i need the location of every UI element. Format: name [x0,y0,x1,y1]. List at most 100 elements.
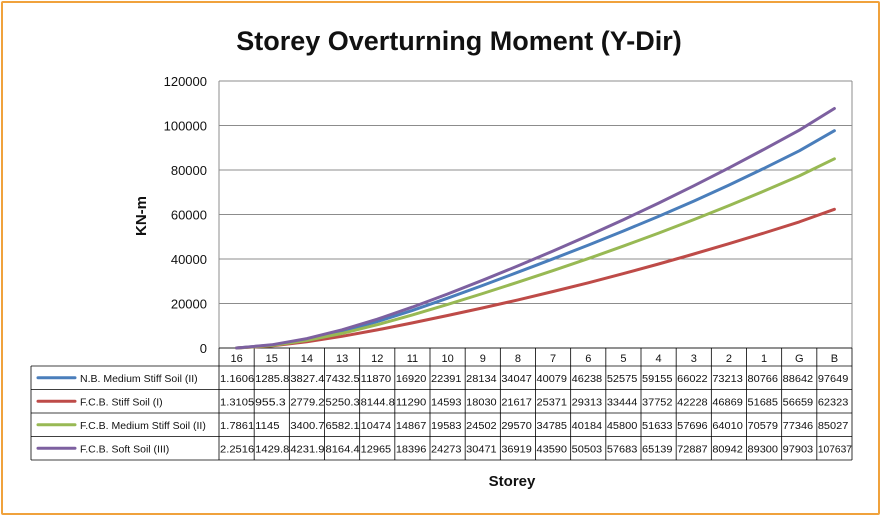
data-label: 3827.4 [290,374,325,385]
data-label: 30471 [466,444,497,455]
x-axis-title: Storey [489,473,536,490]
data-label: 5250.3 [326,397,361,408]
data-label: 8164.4 [326,444,361,455]
data-label: 29313 [572,397,603,408]
x-category-label: 12 [371,353,383,365]
data-label: 72887 [677,444,708,455]
data-label: 18030 [466,397,497,408]
data-label: 65139 [642,444,673,455]
series-line [235,107,836,350]
data-label: 6582.1 [326,421,361,432]
y-tick-label: 120000 [164,74,207,89]
x-category-label: 9 [480,353,486,365]
x-category-label: 4 [656,353,662,365]
legend-label: F.C.B. Soft Soil (III) [80,443,169,455]
data-label: 88642 [783,374,814,385]
chart-title: Storey Overturning Moment (Y-Dir) [236,26,682,56]
data-label: 3400.7 [290,421,325,432]
x-category-label: 7 [550,353,556,365]
data-label: 42228 [677,397,708,408]
data-label: 80942 [712,444,743,455]
data-label: 10474 [361,421,392,432]
data-label: 43590 [537,444,568,455]
y-tick-label: 60000 [171,208,207,223]
data-label: 80766 [748,374,779,385]
legend-label: F.C.B. Medium Stiff Soil (II) [80,420,206,432]
data-label: 73213 [712,374,743,385]
data-label: 14867 [396,421,427,432]
data-label: 85027 [818,421,849,432]
data-label: 59155 [642,374,673,385]
x-category-label: 3 [691,353,697,365]
data-label: 34785 [537,421,568,432]
data-label: 2779.2 [290,397,325,408]
y-tick-label: 40000 [171,252,207,267]
x-category-label: 13 [336,353,348,365]
data-label: 77346 [783,421,814,432]
x-category-label: 1 [761,353,767,365]
data-label: 40079 [537,374,568,385]
data-label: 45800 [607,421,638,432]
data-label: 70579 [748,421,779,432]
series-lines [235,107,836,350]
data-label: 28134 [466,374,497,385]
series-line [235,157,836,350]
data-label: 46238 [572,374,603,385]
data-label: 56659 [783,397,814,408]
data-label: 22391 [431,374,462,385]
x-category-label: 6 [585,353,591,365]
data-label: 36919 [501,444,532,455]
data-label: 4231.9 [290,444,325,455]
data-label: 97903 [783,444,814,455]
data-label: 16920 [396,374,427,385]
data-label: 62323 [818,397,849,408]
x-category-label: B [831,353,838,365]
series-line [235,129,836,350]
data-label: 7432.5 [326,374,361,385]
data-label: 955.3 [255,397,286,408]
y-tick-labels: 0 20000 40000 60000 80000 100000 120000 [164,74,207,356]
data-label: 97649 [818,374,849,385]
x-category-label: 14 [301,353,313,365]
x-category-label: 5 [620,353,626,365]
data-label: 19583 [431,421,462,432]
y-tick-label: 80000 [171,163,207,178]
data-label: 11290 [396,397,427,408]
legend-label: F.C.B. Stiff Soil (I) [80,396,163,408]
gridlines [218,80,853,349]
x-category-label: 10 [441,353,453,365]
data-label: 46869 [712,397,743,408]
x-category-label: 15 [266,353,278,365]
data-label: 57683 [607,444,638,455]
y-tick-label: 0 [200,341,207,356]
data-label: 1285.8 [255,374,290,385]
y-axis-title: KN-m [133,196,150,236]
x-category-label: 8 [515,353,521,365]
data-label: 52575 [607,374,638,385]
data-label: 21617 [501,397,532,408]
data-label: 8144.8 [361,397,396,408]
data-label: 18396 [396,444,427,455]
data-label: 50503 [572,444,603,455]
data-label: 24502 [466,421,497,432]
data-label: 11870 [361,374,392,385]
data-label: 66022 [677,374,708,385]
y-tick-label: 100000 [164,119,207,134]
data-label: 89300 [748,444,779,455]
data-label: 14593 [431,397,462,408]
data-label: 40184 [572,421,603,432]
x-category-label: 16 [230,353,242,365]
data-label: 1.3105 [220,397,255,408]
x-category-label: G [795,353,804,365]
series-line [235,207,836,350]
legend-label: N.B. Medium Stiff Soil (II) [80,373,198,385]
data-label: 12965 [361,444,392,455]
data-label: 1145 [255,421,280,432]
data-label: 37752 [642,397,673,408]
x-category-label: 2 [726,353,732,365]
data-label: 57696 [677,421,708,432]
data-label: 1.7861 [220,421,255,432]
data-label: 2.2516 [220,444,255,455]
